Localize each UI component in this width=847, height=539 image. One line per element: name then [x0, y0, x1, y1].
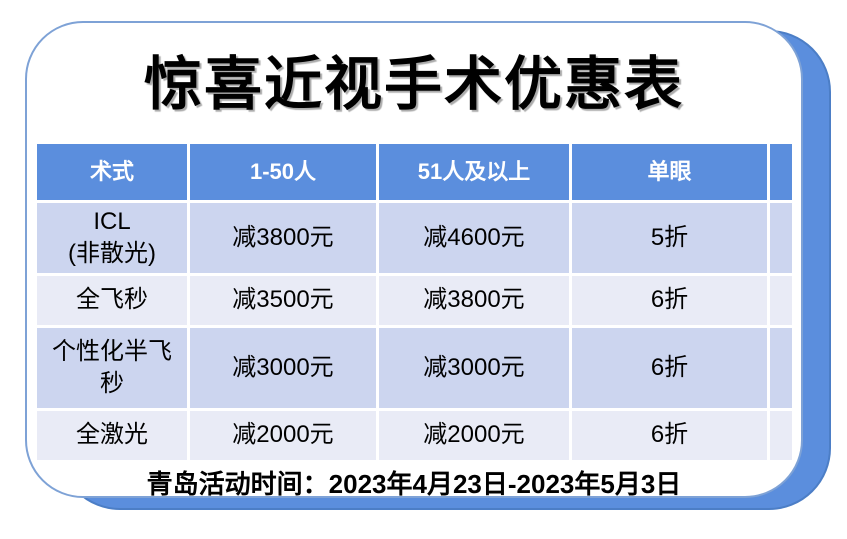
table-row-all-laser: 全激光 减2000元 减2000元 6折	[37, 411, 792, 460]
column-header-group-51plus: 51人及以上	[379, 144, 569, 200]
table-header-row: 术式 1-50人 51人及以上 单眼	[37, 144, 792, 200]
column-header-group-1-50: 1-50人	[190, 144, 376, 200]
discount-1-50: 减3500元	[190, 276, 376, 325]
discount-51plus: 减4600元	[379, 203, 569, 273]
single-eye-discount: 6折	[572, 411, 767, 460]
event-date-note: 青岛活动时间：2023年4月23日-2023年5月3日	[146, 469, 682, 499]
procedure-name: 个性化半飞秒	[37, 328, 187, 408]
discount-1-50: 减3800元	[190, 203, 376, 273]
table-row-custom-half-femto: 个性化半飞秒 减3000元 减3000元 6折	[37, 328, 792, 408]
procedure-name: ICL (非散光)	[37, 203, 187, 273]
pricing-table: 术式 1-50人 51人及以上 单眼 ICL (非散光) 减3800元 减460…	[37, 144, 792, 460]
discount-51plus: 减3000元	[379, 328, 569, 408]
page-title: 惊喜近视手术优惠表	[143, 52, 684, 117]
column-header-empty	[770, 144, 792, 200]
single-eye-discount: 6折	[572, 276, 767, 325]
procedure-name: 全飞秒	[37, 276, 187, 325]
procedure-name: 全激光	[37, 411, 187, 460]
empty-cell	[770, 411, 792, 460]
column-header-single-eye: 单眼	[572, 144, 767, 200]
promo-card: 惊喜近视手术优惠表 术式 1-50人 51人及以上 单眼 ICL (非散光) 减…	[25, 21, 803, 499]
discount-51plus: 减3800元	[379, 276, 569, 325]
single-eye-discount: 5折	[572, 203, 767, 273]
table-row-smile: 全飞秒 减3500元 减3800元 6折	[37, 276, 792, 325]
empty-cell	[770, 328, 792, 408]
table-row-icl: ICL (非散光) 减3800元 减4600元 5折	[37, 203, 792, 273]
column-header-procedure: 术式	[37, 144, 187, 200]
empty-cell	[770, 276, 792, 325]
empty-cell	[770, 203, 792, 273]
discount-1-50: 减2000元	[190, 411, 376, 460]
single-eye-discount: 6折	[572, 328, 767, 408]
discount-51plus: 减2000元	[379, 411, 569, 460]
discount-1-50: 减3000元	[190, 328, 376, 408]
